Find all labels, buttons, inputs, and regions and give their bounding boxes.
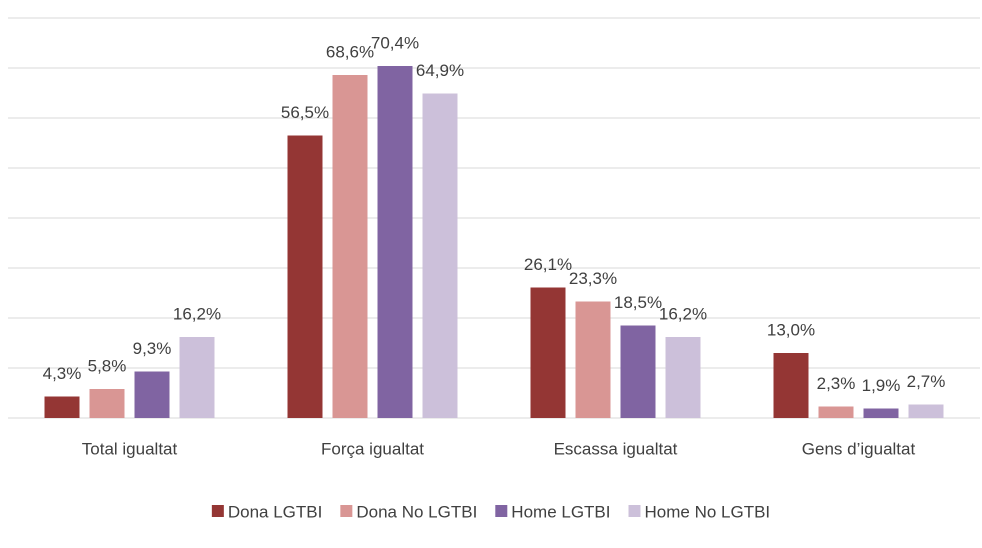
bar xyxy=(908,404,944,418)
data-label: 70,4% xyxy=(371,33,419,52)
bar xyxy=(332,75,368,418)
legend-swatch xyxy=(628,505,641,517)
bar xyxy=(422,93,458,418)
x-tick-label: Gens d’igualtat xyxy=(802,439,916,458)
legend-swatch xyxy=(495,505,508,517)
bar xyxy=(530,287,566,418)
bar xyxy=(134,371,170,418)
data-label: 18,5% xyxy=(614,293,662,312)
bar xyxy=(665,337,701,418)
x-tick-label: Total igualtat xyxy=(82,439,178,458)
data-label: 4,3% xyxy=(43,364,82,383)
data-label: 2,3% xyxy=(817,374,856,393)
data-label: 26,1% xyxy=(524,255,572,274)
legend-swatch xyxy=(340,505,353,517)
data-label: 5,8% xyxy=(88,356,127,375)
bar xyxy=(179,337,215,418)
data-label: 64,9% xyxy=(416,61,464,80)
legend-label: Home No LGTBI xyxy=(645,502,771,521)
bar xyxy=(89,389,125,418)
legend-swatch xyxy=(211,505,224,517)
data-label: 1,9% xyxy=(862,376,901,395)
bar xyxy=(620,325,656,418)
bar xyxy=(863,408,899,418)
bar xyxy=(575,301,611,418)
data-label: 16,2% xyxy=(659,304,707,323)
data-label: 16,2% xyxy=(173,304,221,323)
x-tick-label: Força igualtat xyxy=(321,439,424,458)
legend-label: Dona LGTBI xyxy=(228,502,323,521)
data-label: 68,6% xyxy=(326,42,374,61)
data-label: 9,3% xyxy=(133,339,172,358)
bar xyxy=(44,396,80,418)
bar xyxy=(377,66,413,418)
data-label: 56,5% xyxy=(281,103,329,122)
bar xyxy=(287,135,323,418)
bar xyxy=(773,353,809,418)
legend-label: Dona No LGTBI xyxy=(356,502,477,521)
bar xyxy=(818,406,854,418)
x-tick-label: Escassa igualtat xyxy=(554,439,678,458)
legend-label: Home LGTBI xyxy=(511,502,610,521)
data-label: 23,3% xyxy=(569,269,617,288)
data-label: 2,7% xyxy=(907,372,946,391)
data-label: 13,0% xyxy=(767,320,815,339)
